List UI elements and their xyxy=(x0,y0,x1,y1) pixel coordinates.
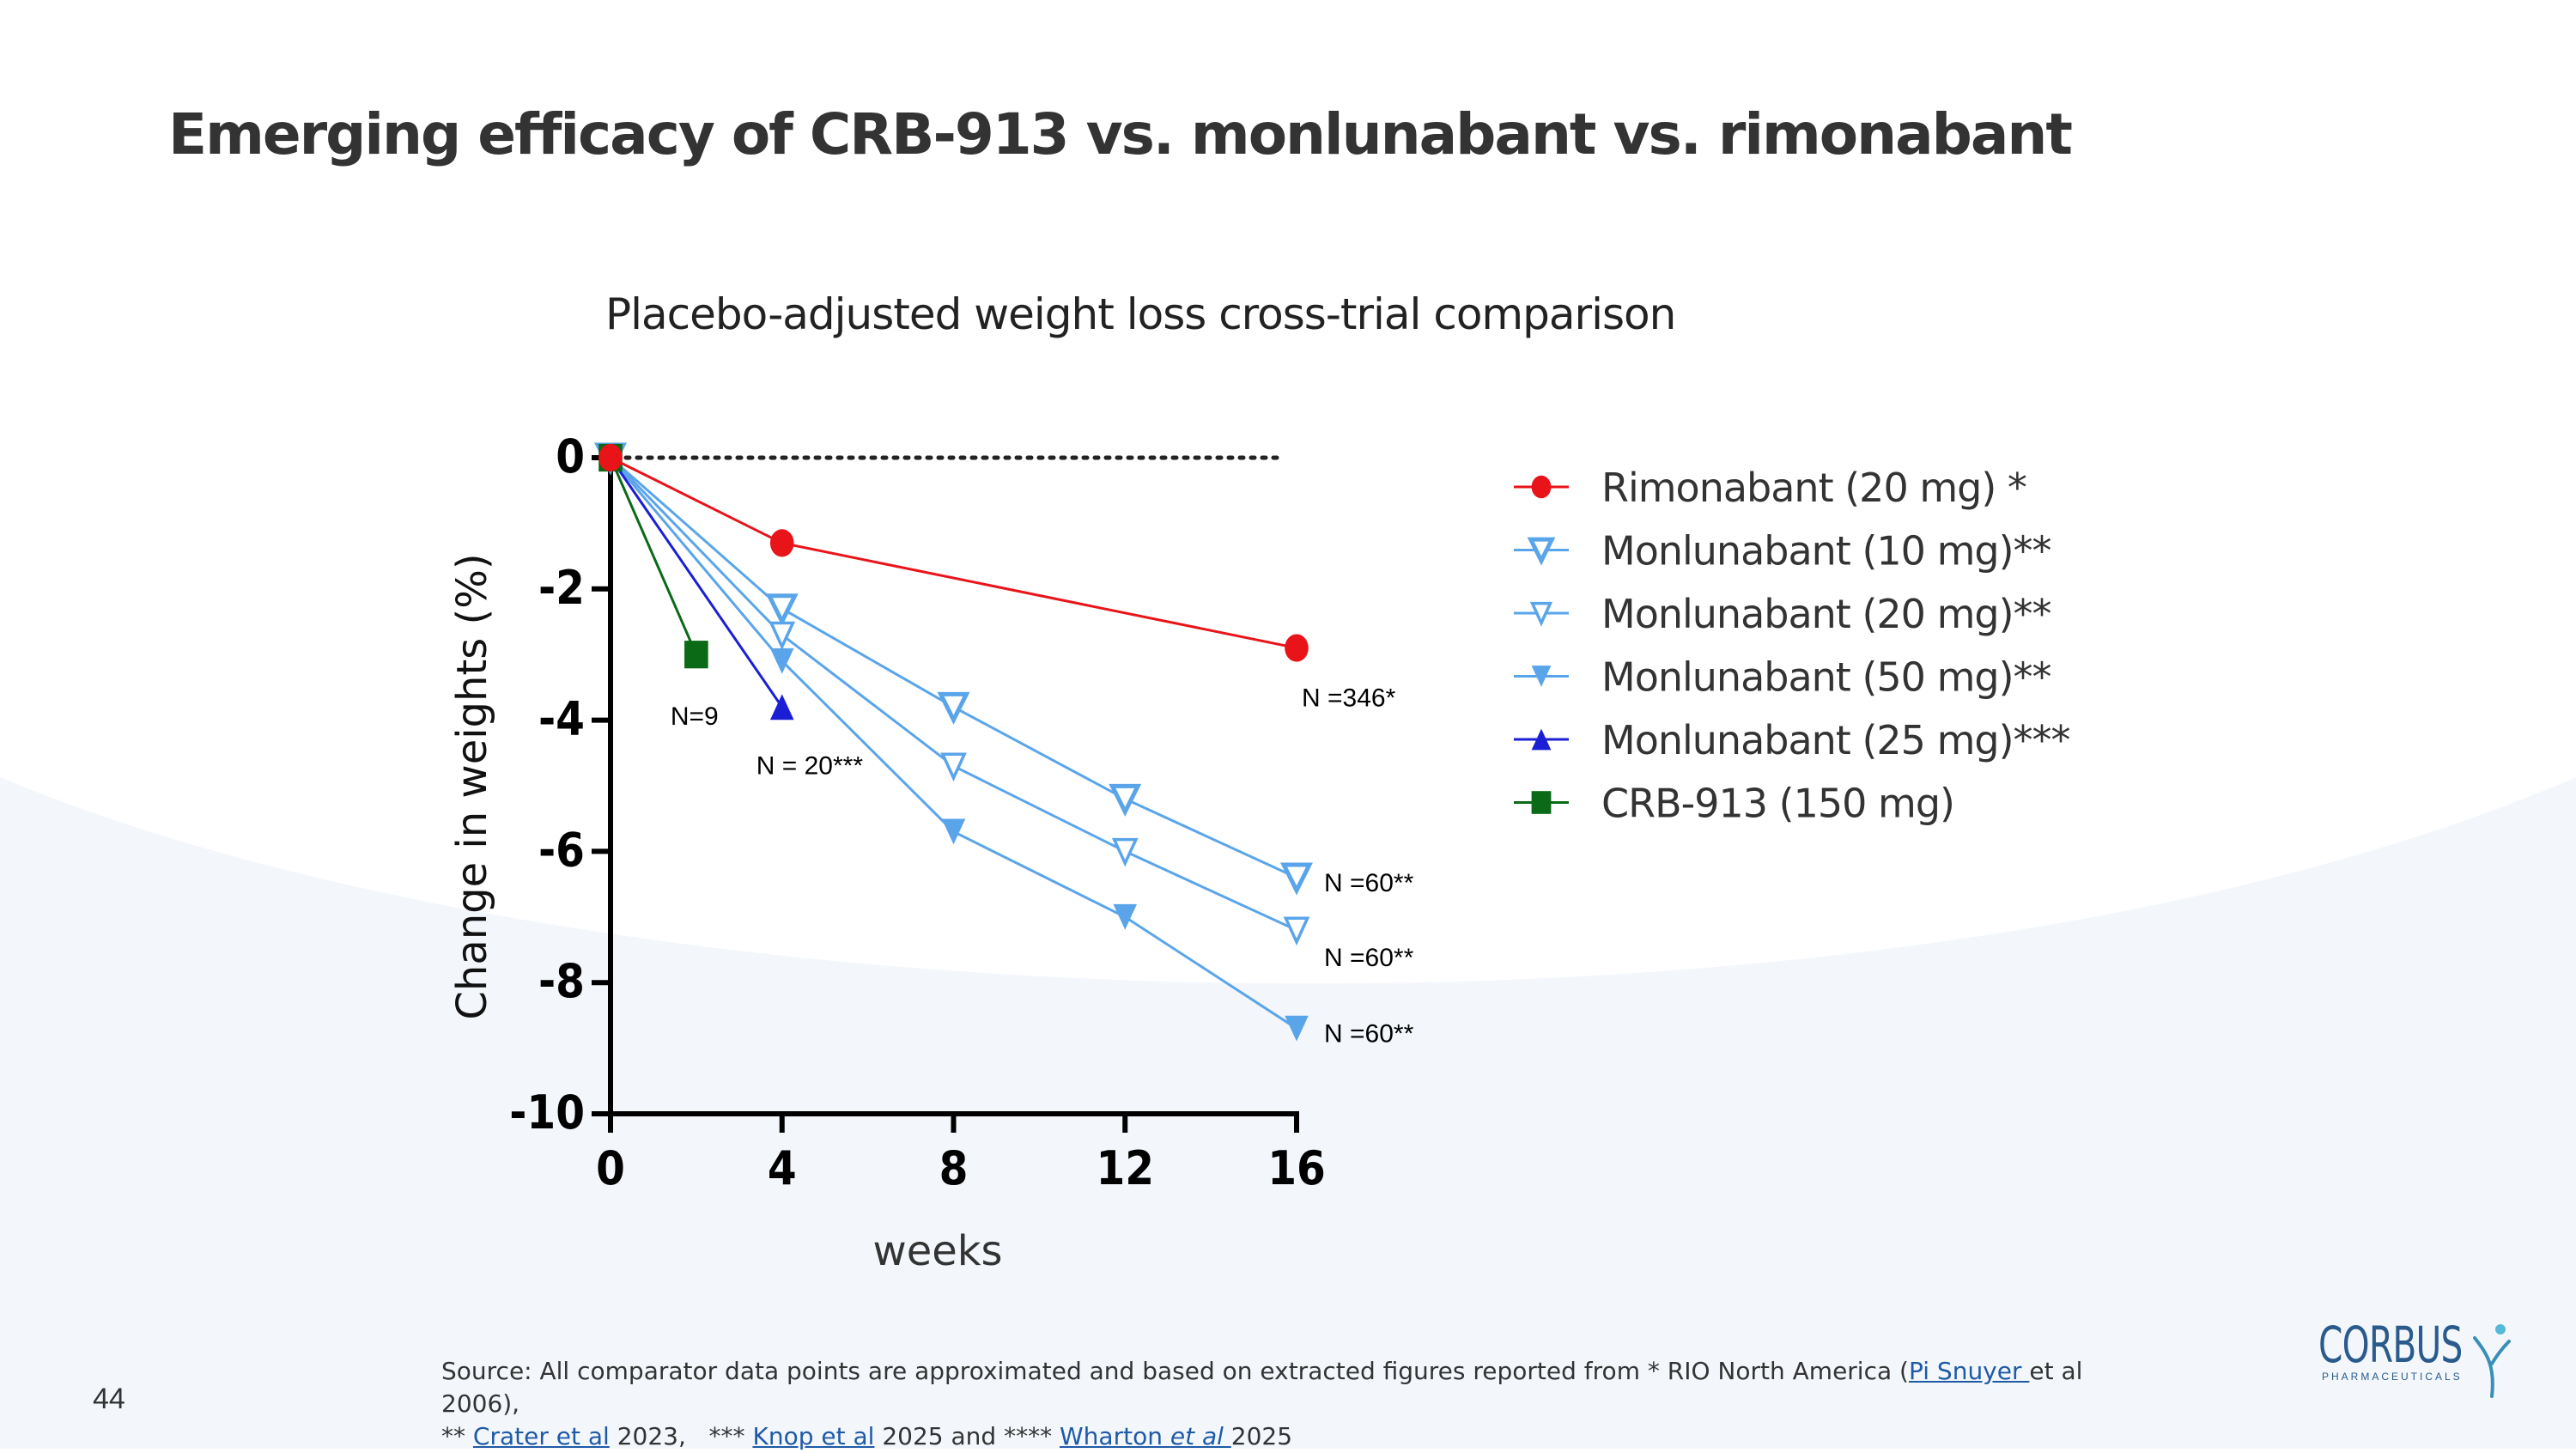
y-tick-label: -6 xyxy=(538,823,585,877)
source-line2-mid1: 2023, *** xyxy=(609,1422,753,1450)
legend-marker-0 xyxy=(1531,475,1552,499)
pi-snuyer-link[interactable]: Pi Snuyer xyxy=(1908,1357,2030,1385)
legend: Rimonabant (20 mg) * Monlunabant (10 mg)*… xyxy=(1514,465,2071,827)
legend-entry-4: Monlunabant (25 mg)*** xyxy=(1514,717,2071,763)
data-point-1-1 xyxy=(765,593,799,627)
wharton-link[interactable]: Wharton xyxy=(1059,1422,1170,1450)
series-line-3 xyxy=(609,457,1297,1030)
source-line1-suffix: et al 2006), xyxy=(441,1357,2083,1418)
annotation-0: N =346* xyxy=(1302,684,1396,713)
source-line2-prefix: ** xyxy=(441,1422,473,1450)
series-3 xyxy=(598,445,1309,1042)
y-tick-label: 0 xyxy=(556,429,585,483)
annotation-3: N =60** xyxy=(1324,1020,1414,1049)
series-line-5 xyxy=(609,457,698,655)
corbus-logo: CORBUS PHARMACEUTICALS xyxy=(2318,1312,2516,1407)
y-tick-label: -10 xyxy=(509,1085,585,1140)
y-tick-label: -8 xyxy=(538,954,585,1008)
y-axis-label: Change in weights (%) xyxy=(448,553,496,1019)
series-4 xyxy=(598,445,794,720)
annotation-4: N = 20*** xyxy=(756,751,864,780)
annotation-1: N =60** xyxy=(1324,869,1414,897)
logo-figure-icon xyxy=(2473,1324,2511,1398)
annotation-2: N =60** xyxy=(1324,944,1414,972)
data-point-0-0 xyxy=(598,443,623,472)
legend-marker-2 xyxy=(1529,601,1553,627)
series-0 xyxy=(598,443,1309,662)
source-line1-prefix: Source: All comparator data points are a… xyxy=(441,1357,1909,1385)
data-point-1-3 xyxy=(1109,783,1142,817)
page-number: 44 xyxy=(93,1383,125,1415)
wharton-etal-link[interactable]: et al xyxy=(1170,1422,1231,1450)
legend-entry-5: CRB-913 (150 mg) xyxy=(1514,781,1955,827)
x-axis: 0 4 8 12 16 xyxy=(596,1111,1326,1195)
legend-label-4: Monlunabant (25 mg)*** xyxy=(1601,717,2070,763)
data-point-2-4 xyxy=(1283,916,1310,946)
knop-link[interactable]: Knop et al xyxy=(752,1422,875,1450)
series-5 xyxy=(598,443,708,669)
data-point-3-2 xyxy=(941,818,966,845)
legend-marker-4 xyxy=(1531,728,1552,751)
data-point-4-1 xyxy=(769,694,794,720)
legend-label-3: Monlunabant (50 mg)** xyxy=(1601,654,2051,701)
series-layer xyxy=(594,442,1313,1042)
source-line2-suffix: 2025 xyxy=(1230,1422,1293,1450)
x-tick-label: 16 xyxy=(1267,1141,1326,1195)
logo-figure-head xyxy=(2495,1324,2506,1334)
legend-entry-0: Rimonabant (20 mg) * xyxy=(1514,465,2027,511)
y-tick-label: -4 xyxy=(538,692,585,746)
annotation-layer: N =346* N =60** N =60** N =60** N = 20*** N=9 xyxy=(671,684,1414,1049)
source-line2-mid2: 2025 and **** xyxy=(874,1422,1060,1450)
y-tick-label: -2 xyxy=(538,561,585,615)
data-point-2-2 xyxy=(940,752,967,782)
data-point-3-4 xyxy=(1285,1015,1309,1042)
x-tick-label: 8 xyxy=(939,1141,969,1195)
series-line-0 xyxy=(610,456,1297,650)
data-point-0-2 xyxy=(1285,634,1309,662)
data-point-1-4 xyxy=(1280,862,1313,896)
legend-label-0: Rimonabant (20 mg) * xyxy=(1601,465,2026,511)
legend-marker-1 xyxy=(1527,537,1556,566)
data-point-2-3 xyxy=(1111,837,1139,867)
annotation-5: N=9 xyxy=(671,702,719,731)
data-point-0-1 xyxy=(769,529,794,557)
logo-wordmark: CORBUS xyxy=(2318,1316,2463,1374)
data-point-5-1 xyxy=(684,641,708,669)
x-axis-label: weeks xyxy=(872,1227,1002,1275)
legend-label-2: Monlunabant (20 mg)** xyxy=(1601,591,2051,637)
slide-title: Emerging efficacy of CRB-913 vs. monluna… xyxy=(168,101,2073,167)
data-point-1-2 xyxy=(937,691,970,725)
legend-marker-3 xyxy=(1531,666,1552,687)
data-point-3-1 xyxy=(769,647,794,674)
crater-link[interactable]: Crater et al xyxy=(472,1422,610,1450)
legend-entry-3: Monlunabant (50 mg)** xyxy=(1514,654,2052,701)
legend-entry-1: Monlunabant (10 mg)** xyxy=(1514,528,2052,575)
legend-marker-5 xyxy=(1531,791,1552,814)
legend-label-5: CRB-913 (150 mg) xyxy=(1601,781,1954,827)
x-tick-label: 12 xyxy=(1096,1141,1154,1195)
data-point-3-3 xyxy=(1113,903,1138,930)
legend-label-1: Monlunabant (10 mg)** xyxy=(1601,528,2051,575)
y-axis: 0 -2 -4 -6 -8 -10 xyxy=(509,429,613,1140)
logo-subtitle: PHARMACEUTICALS xyxy=(2322,1371,2463,1383)
series-line-1 xyxy=(610,456,1297,879)
legend-entry-2: Monlunabant (20 mg)** xyxy=(1514,591,2052,637)
data-point-2-1 xyxy=(769,621,796,651)
chart-title: Placebo-adjusted weight loss cross-trial… xyxy=(605,289,1676,339)
series-line-4 xyxy=(609,457,783,708)
logo-figure-body xyxy=(2473,1336,2511,1398)
x-tick-label: 4 xyxy=(768,1141,797,1195)
x-tick-label: 0 xyxy=(596,1141,625,1195)
source-footnote: Source: All comparator data points are a… xyxy=(441,1355,2159,1453)
